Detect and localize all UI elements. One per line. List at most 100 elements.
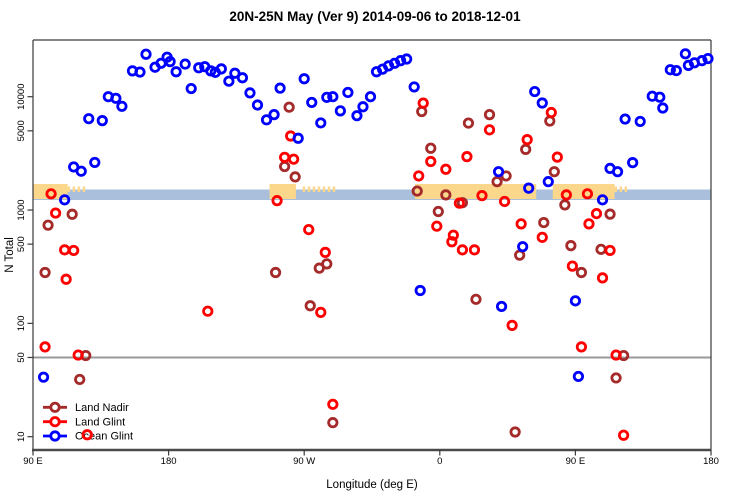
map-strip-island xyxy=(67,186,71,192)
map-strip-island xyxy=(322,186,326,192)
data-point-ocean-glint xyxy=(37,371,50,383)
data-point-ocean-glint xyxy=(179,58,191,70)
map-strip-island xyxy=(312,186,316,192)
data-point-ocean-glint xyxy=(321,91,333,103)
data-point-land-glint xyxy=(596,272,609,284)
data-point-land-glint xyxy=(81,429,93,441)
map-strip-island xyxy=(317,186,321,192)
data-point-ocean-glint xyxy=(596,194,609,206)
data-point-land-glint xyxy=(447,229,459,241)
data-point-ocean-glint xyxy=(634,115,646,128)
data-point-ocean-glint xyxy=(408,81,420,93)
data-point-land-nadir xyxy=(610,372,622,384)
data-point-ocean-glint xyxy=(657,102,669,114)
data-point-ocean-glint xyxy=(140,48,152,60)
data-point-land-nadir xyxy=(42,219,54,231)
data-point-land-nadir xyxy=(327,417,339,429)
data-point-ocean-glint xyxy=(75,165,87,177)
x-tick-label: 180 xyxy=(703,456,719,467)
data-point-ocean-glint xyxy=(679,48,691,60)
data-point-ocean-glint xyxy=(395,55,407,67)
data-point-ocean-glint xyxy=(244,87,256,99)
data-point-land-glint xyxy=(288,153,300,165)
data-point-land-glint xyxy=(521,134,533,146)
data-point-ocean-glint xyxy=(260,114,273,126)
data-point-land-glint xyxy=(476,190,488,202)
data-point-land-glint xyxy=(279,151,291,163)
y-axis-label: N Total xyxy=(4,237,16,273)
data-point-ocean-glint xyxy=(364,91,377,103)
data-point-land-glint xyxy=(483,124,496,136)
data-point-ocean-glint xyxy=(96,115,108,127)
legend-entry-land-glint: Land Glint xyxy=(43,416,125,428)
data-point-land-nadir xyxy=(289,171,301,183)
data-point-land-glint xyxy=(545,106,557,119)
legend-entry-ocean-glint: Ocean Glint xyxy=(43,430,133,443)
data-point-land-nadir xyxy=(283,101,295,113)
data-point-ocean-glint xyxy=(357,101,369,113)
data-point-ocean-glint xyxy=(268,109,280,121)
data-point-land-nadir xyxy=(595,243,607,255)
data-point-land-glint xyxy=(468,244,481,256)
data-point-land-nadir xyxy=(313,262,325,274)
data-point-ocean-glint xyxy=(529,85,541,98)
data-point-land-nadir xyxy=(538,216,550,229)
data-point-land-nadir xyxy=(39,266,51,279)
data-point-land-nadir xyxy=(269,266,282,279)
data-point-land-glint xyxy=(581,188,594,200)
data-point-land-glint xyxy=(515,218,527,230)
data-point-land-glint xyxy=(446,236,458,248)
x-tick-label: 90 E xyxy=(23,456,43,467)
x-tick-label: 90 E xyxy=(566,456,586,467)
data-point-land-glint xyxy=(498,195,511,208)
map-strip-island xyxy=(302,186,306,192)
plot-base-layer: 90 E 180 90 W 0 90 E 180 10000 5000 1000 500 100 50… xyxy=(16,39,719,467)
data-point-ocean-glint xyxy=(619,113,631,125)
x-tick-label: 180 xyxy=(161,456,177,467)
map-strip-island xyxy=(327,186,331,192)
data-point-land-glint xyxy=(59,244,71,256)
data-point-land-nadir xyxy=(509,426,521,438)
data-point-land-glint xyxy=(319,246,331,258)
data-point-land-glint xyxy=(417,97,429,109)
data-point-ocean-glint xyxy=(110,92,122,104)
y-tick-label: 10 xyxy=(16,431,27,442)
data-point-land-nadir xyxy=(565,240,577,252)
data-point-land-nadir xyxy=(304,300,316,312)
data-point-ocean-glint xyxy=(351,110,363,122)
data-point-ocean-glint xyxy=(251,99,264,111)
y-tick-label: 50 xyxy=(16,352,27,363)
data-point-land-nadir xyxy=(604,208,616,220)
data-point-land-glint xyxy=(327,398,339,410)
data-point-land-nadir xyxy=(416,105,428,118)
data-point-land-nadir xyxy=(425,142,437,154)
data-point-land-glint xyxy=(575,341,588,353)
map-strip-land xyxy=(414,184,537,199)
map-strip-island xyxy=(72,186,76,192)
x-tick-label: 90 W xyxy=(293,456,315,467)
data-point-land-glint xyxy=(604,244,616,257)
data-point-land-nadir xyxy=(279,160,291,173)
map-strip-ocean xyxy=(33,189,711,200)
data-point-ocean-glint xyxy=(89,156,101,169)
data-point-ocean-glint xyxy=(315,117,327,129)
legend-marker-icon xyxy=(49,430,61,442)
x-axis-label: Longitude (deg E) xyxy=(326,479,418,491)
data-point-ocean-glint xyxy=(696,55,708,67)
data-point-land-glint xyxy=(431,220,443,232)
data-point-land-glint xyxy=(536,231,548,243)
data-point-ocean-glint xyxy=(236,72,249,84)
data-point-land-nadir xyxy=(559,199,571,211)
data-point-land-nadir xyxy=(462,117,475,129)
data-point-ocean-glint xyxy=(193,62,205,74)
data-point-land-glint xyxy=(72,349,84,361)
legend: Land Nadir Land Glint Ocean Glint xyxy=(43,401,133,443)
data-point-land-glint xyxy=(303,223,315,236)
data-point-ocean-glint xyxy=(702,52,714,65)
data-points-layer xyxy=(37,48,714,441)
data-point-land-glint xyxy=(456,244,468,256)
data-point-land-nadir xyxy=(575,266,588,279)
data-point-ocean-glint xyxy=(116,100,128,112)
data-point-ocean-glint xyxy=(342,86,354,99)
